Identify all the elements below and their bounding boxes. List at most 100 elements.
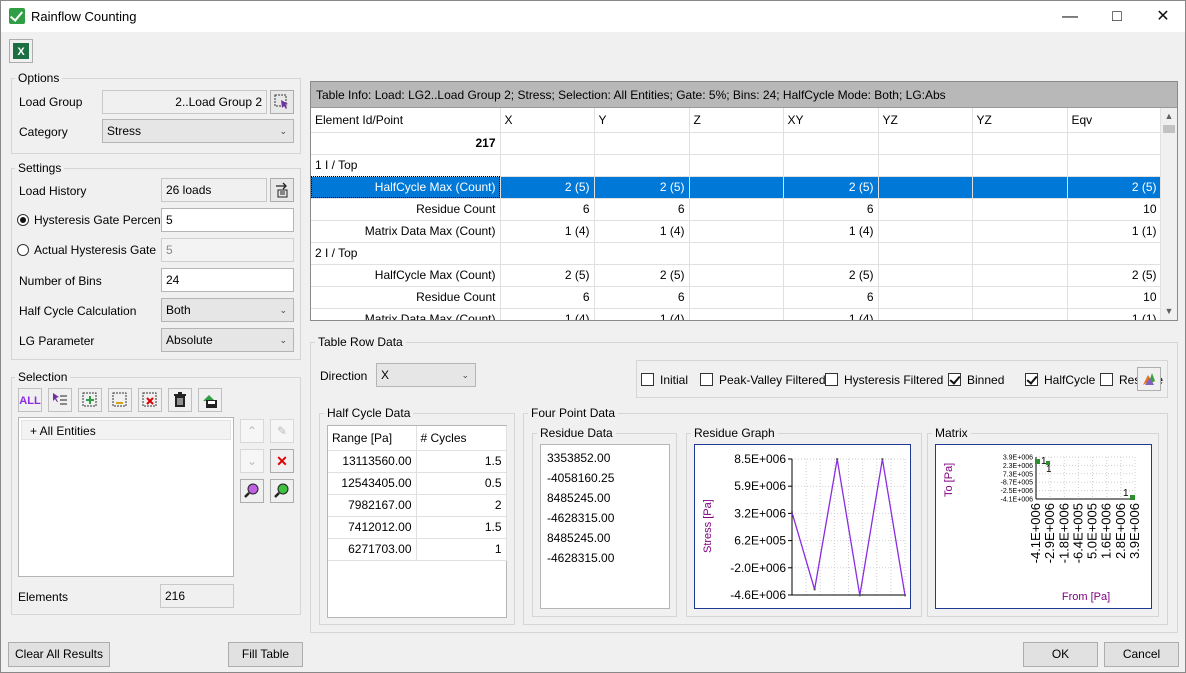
table-cell[interactable]: Matrix Data Max (Count) [311, 220, 501, 243]
scroll-up-icon[interactable]: ▲ [1164, 111, 1174, 121]
table-cell[interactable] [972, 132, 1068, 155]
table-row[interactable]: 13113560.00 1.5 [328, 450, 507, 473]
maximize-button[interactable]: □ [1112, 8, 1122, 25]
zoom-out-button[interactable] [240, 479, 264, 503]
table-row[interactable]: HalfCycle Max (Count) 2 (5) 2 (5) 2 (5) 2 (5… [311, 176, 1161, 199]
table-row[interactable]: Matrix Data Max (Count) 1 (4) 1 (4) 1 (4) 1 … [311, 308, 1161, 320]
table-cell[interactable]: 6 [783, 286, 879, 309]
table-cell[interactable]: 2 (5) [500, 264, 595, 287]
table-cell[interactable] [878, 154, 973, 177]
table-cell[interactable] [972, 198, 1068, 221]
column-header[interactable]: YZ [878, 108, 973, 133]
column-header[interactable]: YZ [972, 108, 1068, 133]
table-cell[interactable] [500, 154, 595, 177]
checkbox-hysteresis-filtered[interactable] [825, 373, 838, 386]
table-cell[interactable] [783, 242, 879, 265]
table-cell[interactable]: 1 I / Top [311, 154, 501, 177]
table-cell[interactable]: 6 [500, 198, 595, 221]
table-cell[interactable]: Residue Count [311, 198, 501, 221]
table-cell[interactable]: 1.5 [416, 516, 507, 539]
table-cell[interactable]: 7412012.00 [328, 516, 417, 539]
table-cell[interactable]: 1 (4) [783, 220, 879, 243]
table-cell[interactable] [594, 132, 690, 155]
table-cell[interactable]: HalfCycle Max (Count) [311, 176, 501, 199]
table-cell[interactable] [594, 154, 690, 177]
table-cell[interactable]: 2 (5) [594, 176, 690, 199]
table-row[interactable]: 217 [311, 132, 1161, 155]
table-cell[interactable]: 1.5 [416, 450, 507, 473]
results-grid[interactable]: Element Id/Point X Y Z XY YZ YZ Eqv 217 1 I / To… [311, 108, 1161, 320]
table-cell[interactable] [972, 176, 1068, 199]
table-cell[interactable]: 6 [783, 198, 879, 221]
list-item[interactable]: -4628315.00 [547, 551, 615, 565]
minimize-button[interactable]: — [1062, 8, 1078, 25]
table-cell[interactable]: 2 (5) [783, 264, 879, 287]
table-cell[interactable]: 6271703.00 [328, 538, 417, 561]
table-scrollbar[interactable]: ▲ ▼ [1160, 108, 1177, 320]
table-cell[interactable] [878, 264, 973, 287]
residue-list[interactable]: 3353852.00 -4058160.25 8485245.00 -4628315.… [540, 444, 670, 609]
table-cell[interactable]: 10 [1067, 286, 1161, 309]
table-cell[interactable] [689, 132, 784, 155]
column-header[interactable]: Element Id/Point [311, 108, 501, 133]
column-header[interactable]: Z [689, 108, 784, 133]
list-item[interactable]: -4058160.25 [547, 471, 615, 485]
load-history-field[interactable]: 26 loads [161, 178, 267, 202]
table-cell[interactable]: 2 I / Top [311, 242, 501, 265]
scroll-down-icon[interactable]: ▼ [1164, 306, 1174, 316]
table-cell[interactable] [878, 286, 973, 309]
table-cell[interactable]: 1 (1) [1067, 308, 1161, 320]
table-cell[interactable] [500, 242, 595, 265]
table-cell[interactable] [783, 132, 879, 155]
export-excel-button[interactable]: X [9, 39, 33, 63]
table-cell[interactable]: 1 (4) [594, 220, 690, 243]
checkbox-initial[interactable] [641, 373, 654, 386]
table-cell[interactable] [878, 198, 973, 221]
selection-tree[interactable]: + All Entities [18, 417, 234, 577]
table-cell[interactable]: 7982167.00 [328, 494, 417, 517]
table-cell[interactable] [689, 154, 784, 177]
move-down-button[interactable]: ⌄ [240, 449, 264, 473]
table-cell[interactable] [878, 132, 973, 155]
column-header[interactable]: XY [783, 108, 879, 133]
select-all-button[interactable]: ALL [18, 388, 42, 412]
scroll-thumb[interactable] [1163, 125, 1175, 133]
table-cell[interactable] [878, 242, 973, 265]
table-row[interactable]: HalfCycle Max (Count) 2 (5) 2 (5) 2 (5) 2 (5… [311, 264, 1161, 287]
remove-item-button[interactable]: ✕ [270, 449, 294, 473]
direction-combo[interactable]: X ⌄ [376, 363, 476, 387]
table-row[interactable]: 7412012.00 1.5 [328, 516, 507, 539]
column-header[interactable]: Y [594, 108, 690, 133]
table-cell[interactable]: 0.5 [416, 472, 507, 495]
table-cell[interactable]: 1 (4) [500, 308, 595, 320]
table-cell[interactable]: 6 [594, 286, 690, 309]
table-cell[interactable] [878, 308, 973, 320]
table-cell[interactable]: 1 (4) [783, 308, 879, 320]
close-button[interactable]: ✕ [1156, 8, 1170, 25]
checkbox-residue[interactable] [1100, 373, 1113, 386]
lg-parameter-combo[interactable]: Absolute ⌄ [161, 328, 294, 352]
table-cell[interactable] [1067, 242, 1161, 265]
table-cell[interactable] [972, 286, 1068, 309]
table-cell[interactable]: Residue Count [311, 286, 501, 309]
delete-button[interactable] [168, 388, 192, 412]
hysteresis-gate-percent-input[interactable]: 5 [161, 208, 294, 232]
table-cell[interactable]: 2 (5) [1067, 264, 1161, 287]
table-cell[interactable] [689, 198, 784, 221]
half-cycle-grid[interactable]: Range [Pa] # Cycles 13113560.00 1.5 1254340… [328, 426, 507, 561]
table-cell[interactable] [689, 308, 784, 320]
table-cell[interactable]: 1 (1) [1067, 220, 1161, 243]
list-item[interactable]: -4628315.00 [547, 511, 615, 525]
table-cell[interactable] [594, 242, 690, 265]
table-cell[interactable] [972, 220, 1068, 243]
table-row[interactable]: 6271703.00 1 [328, 538, 507, 561]
table-cell[interactable] [972, 154, 1068, 177]
column-header[interactable]: X [500, 108, 595, 133]
table-row[interactable]: Residue Count 6 6 6 10 [311, 198, 1161, 221]
table-cell[interactable]: 2 (5) [783, 176, 879, 199]
pick-list-button[interactable] [48, 388, 72, 412]
half-cycle-calc-combo[interactable]: Both ⌄ [161, 298, 294, 322]
table-cell[interactable] [878, 220, 973, 243]
add-selection-button[interactable] [78, 388, 102, 412]
table-cell[interactable]: 217 [311, 132, 501, 155]
